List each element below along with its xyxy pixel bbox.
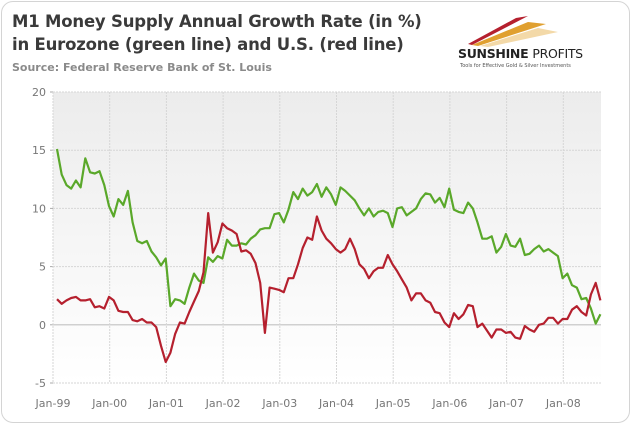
chart-title: M1 Money Supply Annual Growth Rate (in %… (12, 10, 422, 56)
title-line-2: in Eurozone (green line) and U.S. (red l… (12, 35, 404, 54)
y-tick-label: 15 (32, 144, 46, 157)
x-tick-label: Jan-00 (91, 397, 127, 410)
y-tick-label: -5 (35, 377, 46, 390)
logo-tagline: Tools for Effective Gold & Silver Invest… (460, 63, 571, 69)
x-tick-label: Jan-06 (431, 397, 467, 410)
x-tick-label: Jan-08 (545, 397, 581, 410)
logo-name: SUNSHINE PROFITS (458, 46, 583, 61)
series-line-us (56, 212, 602, 364)
x-tick-label: Jan-03 (261, 397, 297, 410)
x-tick-label: Jan-07 (488, 397, 524, 410)
series-line-eurozone (55, 148, 602, 325)
y-tick-label: 0 (39, 319, 46, 332)
plot-background (53, 92, 601, 383)
y-tick-label: 5 (39, 261, 46, 274)
x-tick-label: Jan-02 (205, 397, 241, 410)
title-line-1: M1 Money Supply Annual Growth Rate (in %… (12, 12, 422, 31)
y-tick-label: 20 (32, 86, 46, 99)
x-tick-label: Jan-01 (148, 397, 184, 410)
x-tick-label: Jan-04 (318, 397, 354, 410)
logo-rays-icon (468, 16, 558, 47)
y-tick-label: 10 (32, 202, 46, 215)
sunshine-profits-logo: SUNSHINE PROFITS Tools for Effective Gol… (458, 8, 608, 80)
x-tick-label: Jan-05 (375, 397, 411, 410)
chart-source: Source: Federal Reserve Bank of St. Loui… (12, 61, 272, 74)
x-tick-label: Jan-99 (35, 397, 71, 410)
